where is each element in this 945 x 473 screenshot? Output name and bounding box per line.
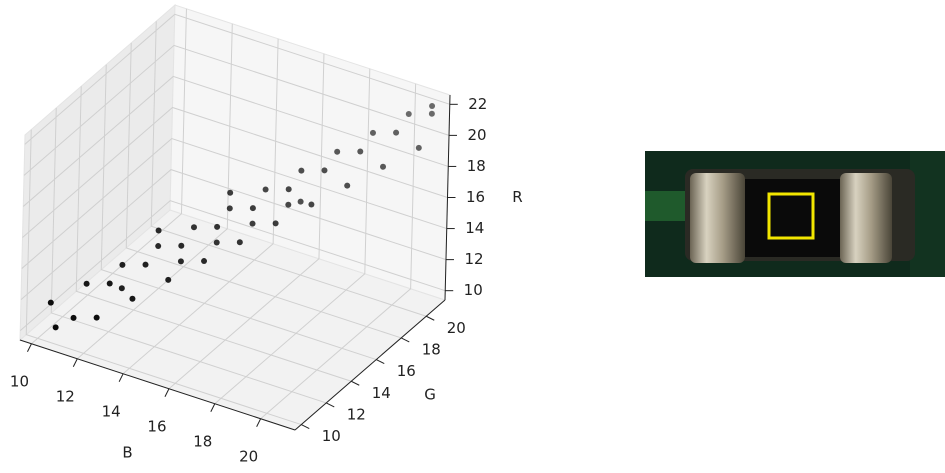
data-point bbox=[250, 205, 256, 211]
tick-mark bbox=[301, 425, 309, 429]
data-point bbox=[237, 239, 243, 245]
y-tick-label: 14 bbox=[372, 384, 391, 402]
x-axis-label: B bbox=[122, 444, 132, 462]
data-point bbox=[298, 199, 304, 205]
y-tick-label: 16 bbox=[397, 362, 416, 380]
z-tick-label: 20 bbox=[467, 126, 486, 144]
tick-mark bbox=[326, 403, 334, 407]
data-point bbox=[129, 296, 135, 302]
data-point bbox=[214, 239, 220, 245]
y-tick-label: 10 bbox=[322, 427, 341, 445]
data-point bbox=[201, 258, 207, 264]
data-point bbox=[286, 186, 292, 192]
end-cap bbox=[840, 173, 892, 263]
y-tick-label: 20 bbox=[447, 319, 466, 337]
data-point bbox=[285, 202, 291, 208]
chart: 10 12 14 16 18 20 10 12 14 16 18 20 10 12 14 16 18 20 22 B G… bbox=[0, 0, 600, 473]
tick-mark bbox=[376, 360, 384, 364]
data-point bbox=[380, 164, 386, 170]
data-point bbox=[406, 111, 412, 117]
data-point bbox=[321, 167, 327, 173]
tick-mark bbox=[165, 389, 169, 397]
x-tick-label: 14 bbox=[102, 402, 121, 420]
data-point bbox=[165, 277, 171, 283]
z-tick-label: 10 bbox=[464, 281, 483, 299]
data-point bbox=[178, 243, 184, 249]
data-point bbox=[178, 258, 184, 264]
data-point bbox=[214, 224, 220, 230]
data-point bbox=[107, 281, 113, 287]
data-point bbox=[393, 130, 399, 136]
tick-mark bbox=[119, 374, 123, 382]
data-point bbox=[429, 111, 435, 117]
tick-mark bbox=[401, 338, 409, 342]
data-point bbox=[416, 145, 422, 151]
data-point bbox=[119, 262, 125, 268]
tick-mark bbox=[211, 404, 215, 412]
z-tick-label: 12 bbox=[464, 250, 483, 268]
tick-mark bbox=[351, 381, 359, 385]
tick-mark bbox=[426, 316, 434, 320]
y-axis-label: G bbox=[424, 386, 436, 404]
z-axis-label: R bbox=[512, 188, 522, 206]
x-tick-label: 18 bbox=[193, 432, 212, 450]
data-point bbox=[53, 324, 59, 330]
data-point bbox=[191, 224, 197, 230]
resistor-body bbox=[740, 179, 840, 257]
tick-mark bbox=[73, 359, 77, 367]
data-point bbox=[370, 130, 376, 136]
component-photo bbox=[645, 151, 945, 277]
data-point bbox=[357, 148, 363, 154]
tick-mark bbox=[27, 344, 31, 352]
z-tick-label: 18 bbox=[467, 157, 486, 175]
data-point bbox=[334, 149, 340, 155]
z-tick-label: 14 bbox=[465, 219, 484, 237]
data-point bbox=[273, 220, 279, 226]
z-tick-label: 16 bbox=[466, 188, 485, 206]
data-point bbox=[429, 103, 435, 109]
tick-mark bbox=[257, 419, 261, 427]
z-tick-label: 22 bbox=[468, 95, 487, 113]
x-tick-label: 12 bbox=[56, 387, 75, 405]
data-point bbox=[227, 205, 233, 211]
x-tick-label: 20 bbox=[239, 447, 258, 465]
trace bbox=[910, 151, 945, 277]
page: 10 12 14 16 18 20 10 12 14 16 18 20 10 12 14 16 18 20 22 B G… bbox=[0, 0, 945, 473]
data-point bbox=[48, 300, 54, 306]
data-point bbox=[119, 285, 125, 291]
data-point bbox=[344, 183, 350, 189]
data-point bbox=[94, 315, 100, 321]
data-point bbox=[84, 281, 90, 287]
end-cap bbox=[690, 173, 745, 263]
data-point bbox=[263, 186, 269, 192]
data-point bbox=[298, 168, 304, 174]
y-tick-label: 12 bbox=[347, 405, 366, 423]
data-point bbox=[143, 262, 149, 268]
data-point bbox=[71, 315, 77, 321]
data-point bbox=[250, 221, 256, 227]
x-tick-label: 10 bbox=[10, 372, 29, 390]
y-tick-label: 18 bbox=[422, 340, 441, 358]
data-point bbox=[155, 243, 161, 249]
data-point bbox=[308, 201, 314, 207]
data-point bbox=[156, 228, 162, 234]
x-tick-label: 16 bbox=[147, 417, 166, 435]
trace bbox=[645, 191, 685, 221]
data-point bbox=[227, 190, 233, 196]
